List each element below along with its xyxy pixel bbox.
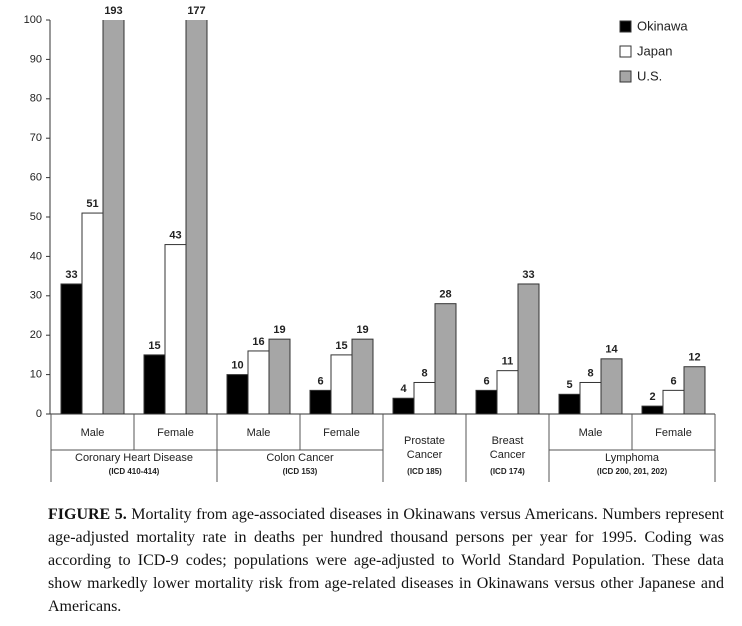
bar — [185, 20, 208, 414]
group-code: (ICD 174) — [490, 467, 525, 476]
value-label: 193 — [104, 5, 122, 17]
bar — [309, 389, 332, 414]
y-tick-label: 100 — [24, 14, 42, 26]
bar — [102, 20, 125, 414]
y-tick-label: 0 — [36, 408, 42, 420]
bar — [164, 244, 187, 414]
value-label: 2 — [649, 391, 655, 403]
group-code: (ICD 153) — [282, 467, 318, 476]
category-label: Male — [578, 427, 603, 439]
legend-swatch — [619, 20, 632, 33]
group-label: Breast Cancer — [489, 435, 526, 461]
value-label: 15 — [335, 340, 347, 352]
legend-label: Okinawa — [637, 18, 688, 33]
bar — [81, 212, 104, 414]
legend-swatch — [619, 70, 632, 83]
value-label: 4 — [400, 383, 407, 395]
bar — [268, 338, 291, 414]
category-label: Male — [80, 427, 105, 439]
value-label: 11 — [502, 356, 514, 368]
value-label: 51 — [86, 198, 98, 210]
legend-label: Japan — [637, 43, 672, 58]
bar — [496, 370, 519, 414]
value-label: 12 — [688, 352, 700, 364]
group-label: Prostate Cancer — [404, 435, 445, 461]
category-label: Female — [655, 427, 692, 439]
bar — [434, 303, 457, 414]
caption-label: FIGURE 5. — [48, 506, 127, 523]
y-tick-label: 10 — [30, 369, 42, 381]
bar — [351, 338, 374, 414]
bar — [143, 354, 166, 414]
bar — [517, 283, 540, 414]
bar — [392, 397, 415, 414]
legend-label: U.S. — [637, 68, 662, 83]
value-label: 5 — [566, 379, 572, 391]
y-tick-label: 70 — [30, 132, 42, 144]
bars — [60, 20, 706, 414]
y-tick-label: 40 — [30, 250, 42, 262]
value-label: 14 — [605, 344, 618, 356]
bar — [60, 283, 83, 414]
group-label: Colon Cancer — [266, 452, 334, 464]
bar — [475, 389, 498, 414]
value-label: 10 — [231, 360, 243, 372]
value-label: 8 — [421, 367, 427, 379]
y-tick-label: 20 — [30, 329, 42, 341]
value-label: 6 — [317, 375, 323, 387]
bar — [662, 389, 685, 414]
value-label: 177 — [187, 5, 205, 17]
y-tick-label: 30 — [30, 290, 42, 302]
value-label: 43 — [169, 229, 181, 241]
category-label: Male — [246, 427, 271, 439]
bar — [413, 381, 436, 414]
y-tick-label: 60 — [30, 172, 42, 184]
value-label: 28 — [439, 289, 451, 301]
bar — [683, 366, 706, 414]
caption: FIGURE 5. Mortality from age-associated … — [48, 503, 724, 618]
value-label: 19 — [356, 324, 368, 336]
bar — [641, 405, 664, 414]
category-label: Female — [323, 427, 360, 439]
y-tick-label: 90 — [30, 53, 42, 65]
bar — [579, 381, 602, 414]
legend-swatch — [619, 45, 632, 58]
y-tick-label: 50 — [30, 211, 42, 223]
group-label: Lymphoma — [604, 452, 659, 464]
value-label: 15 — [148, 340, 160, 352]
value-label: 6 — [670, 375, 676, 387]
caption-text: Mortality from age-associated diseases i… — [48, 506, 724, 615]
category-label: Female — [157, 427, 194, 439]
value-label: 6 — [483, 375, 489, 387]
chart: 0 10 20 30 40 50 60 70 80 90 100 33 15 10 6 4 6 5 2 51 43 16 1… — [24, 5, 716, 482]
bar — [600, 358, 623, 414]
bar — [330, 354, 353, 414]
group-code: (ICD 185) — [407, 467, 442, 476]
value-label: 16 — [252, 336, 264, 348]
group-label: Coronary Heart Disease — [75, 452, 193, 464]
value-label: 8 — [587, 367, 593, 379]
group-code: (ICD 410-414) — [108, 467, 160, 476]
group-code: (ICD 200, 201, 202) — [596, 467, 668, 476]
bar — [558, 393, 581, 414]
bar — [226, 374, 249, 414]
value-label: 33 — [65, 269, 77, 281]
value-label: 19 — [273, 324, 285, 336]
y-tick-label: 80 — [30, 93, 42, 105]
value-label: 33 — [522, 269, 534, 281]
bar — [247, 350, 270, 414]
